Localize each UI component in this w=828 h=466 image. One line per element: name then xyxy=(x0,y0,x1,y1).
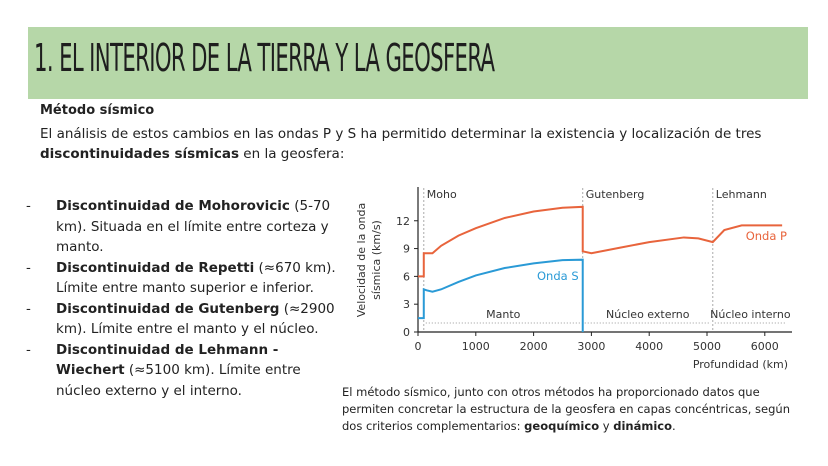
y-axis-label-line1: Velocidad de la onda xyxy=(355,203,368,318)
intro-paragraph: El análisis de estos cambios en las onda… xyxy=(40,124,800,164)
x-tick-label: 1000 xyxy=(462,340,490,353)
list-item: Discontinuidad de Repetti (≈670 km). Lím… xyxy=(20,258,340,299)
list-item: Discontinuidad de Lehmann - Wiechert (≈5… xyxy=(20,340,340,402)
series-label-p: Onda P xyxy=(746,229,787,243)
y-tick-label: 9 xyxy=(403,243,410,256)
caption-text: El método sísmico, junto con otros métod… xyxy=(342,385,790,433)
y-tick-label: 3 xyxy=(403,298,410,311)
x-tick-label: 3000 xyxy=(577,340,605,353)
discontinuity-list: Discontinuidad de Mohorovicic (5-70 km).… xyxy=(20,196,340,401)
item-text: (5-70 km). Situada en el límite entre co… xyxy=(56,198,331,255)
caption-bold-1: geoquímico xyxy=(524,419,600,433)
list-item: Discontinuidad de Mohorovicic (5-70 km).… xyxy=(20,196,340,258)
discontinuity-label: Moho xyxy=(427,188,457,201)
y-tick-label: 0 xyxy=(403,326,410,339)
layer-label: Manto xyxy=(486,308,521,321)
section-subtitle: Método sísmico xyxy=(40,103,155,118)
intro-bold: discontinuidades sísmicas xyxy=(40,146,240,162)
y-tick-label: 12 xyxy=(396,215,410,228)
x-tick-label: 4000 xyxy=(635,340,663,353)
item-text: (≈670 km). Límite entre manto superior e… xyxy=(56,259,336,297)
x-tick-label: 6000 xyxy=(751,340,779,353)
series-line-p xyxy=(418,205,783,278)
intro-text: El análisis de estos cambios en las onda… xyxy=(40,126,762,142)
item-name: Discontinuidad de Gutenberg xyxy=(56,300,280,317)
item-name: Discontinuidad de Repetti xyxy=(56,259,255,276)
discontinuity-label: Lehmann xyxy=(716,188,767,201)
item-text: (≈5100 km). Límite entre núcleo externo … xyxy=(56,362,301,399)
item-text: (≈2900 km). Límite entre el manto y el n… xyxy=(56,300,335,338)
list-item: Discontinuidad de Gutenberg (≈2900 km). … xyxy=(20,299,340,340)
x-tick-label: 5000 xyxy=(693,340,721,353)
y-tick-label: 6 xyxy=(403,270,410,283)
page-title: 1. EL INTERIOR DE LA TIERRA Y LA GEOSFER… xyxy=(34,36,495,80)
x-tick-label: 2000 xyxy=(520,340,548,353)
x-tick-label: 0 xyxy=(415,340,422,353)
caption-text-mid: y xyxy=(599,419,614,433)
item-name: Discontinuidad de Mohorovicic xyxy=(56,198,290,214)
series-line-s xyxy=(418,258,584,332)
layer-label: Núcleo interno xyxy=(710,308,791,321)
layer-label: Núcleo externo xyxy=(606,308,690,321)
intro-text-end: en la geosfera: xyxy=(239,146,345,162)
series-label-s: Onda S xyxy=(537,269,579,283)
discontinuity-label: Gutenberg xyxy=(586,188,645,201)
caption-text-end: . xyxy=(671,419,676,433)
y-axis-label-line2: sísmica (km/s) xyxy=(370,220,383,300)
item-name: Discontinuidad de Lehmann - Wiechert xyxy=(56,341,279,379)
x-axis-label: Profundidad (km) xyxy=(693,358,788,371)
title-band xyxy=(28,27,808,99)
caption: El método sísmico, junto con otros métod… xyxy=(342,384,812,435)
caption-bold-2: dinámico xyxy=(613,419,672,433)
